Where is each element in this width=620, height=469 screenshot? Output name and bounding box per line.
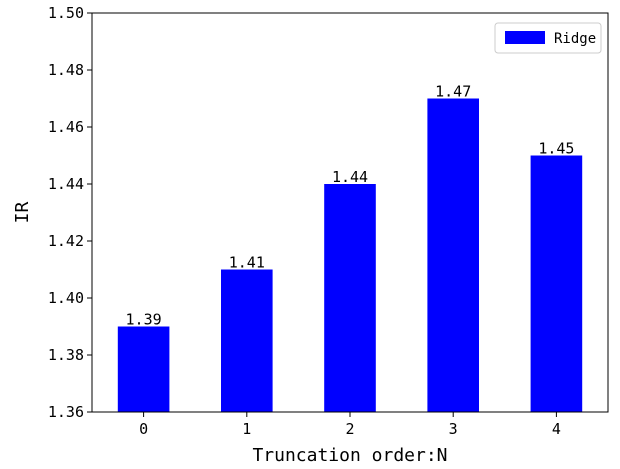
plot-area-frame bbox=[91, 12, 609, 413]
legend-label-ridge: Ridge bbox=[554, 31, 596, 47]
legend: Ridge bbox=[494, 22, 602, 54]
y-axis-ticks: 1.36 1.38 1.40 1.42 1.44 1.46 1.48 1.50 bbox=[48, 4, 92, 421]
y-tick-label: 1.46 bbox=[48, 118, 84, 136]
y-tick-label: 1.42 bbox=[48, 232, 84, 250]
y-tick-label: 1.50 bbox=[48, 4, 84, 22]
data-label-0: 1.39 bbox=[126, 311, 162, 329]
x-tick-label-4: 4 bbox=[552, 420, 561, 438]
data-label-4: 1.45 bbox=[538, 140, 574, 158]
y-tick-label: 1.48 bbox=[48, 61, 84, 79]
data-label-3: 1.47 bbox=[435, 83, 471, 101]
x-tick-label-2: 2 bbox=[345, 420, 354, 438]
legend-swatch-ridge bbox=[505, 31, 545, 44]
bar-1 bbox=[221, 269, 273, 412]
bar-3 bbox=[427, 98, 479, 412]
data-label-2: 1.44 bbox=[332, 168, 368, 186]
data-label-1: 1.41 bbox=[229, 254, 265, 272]
x-axis-title: Truncation order:N bbox=[252, 445, 447, 466]
bars-group bbox=[117, 98, 583, 412]
bar-4 bbox=[530, 155, 583, 412]
x-tick-label-3: 3 bbox=[449, 420, 458, 438]
y-tick-label: 1.44 bbox=[48, 175, 84, 193]
y-axis-title: IR bbox=[12, 202, 33, 224]
y-tick-label: 1.40 bbox=[48, 289, 84, 307]
x-tick-label-0: 0 bbox=[139, 420, 148, 438]
legend-box bbox=[494, 22, 602, 54]
y-tick-label: 1.36 bbox=[48, 403, 84, 421]
x-tick-label-1: 1 bbox=[242, 420, 251, 438]
x-axis-ticks: 0 1 2 3 4 bbox=[139, 412, 561, 438]
bar-2 bbox=[324, 184, 376, 412]
bar-0 bbox=[117, 326, 170, 412]
y-tick-label: 1.38 bbox=[48, 346, 84, 364]
data-labels-group: 1.39 1.41 1.44 1.47 1.45 bbox=[126, 83, 575, 329]
